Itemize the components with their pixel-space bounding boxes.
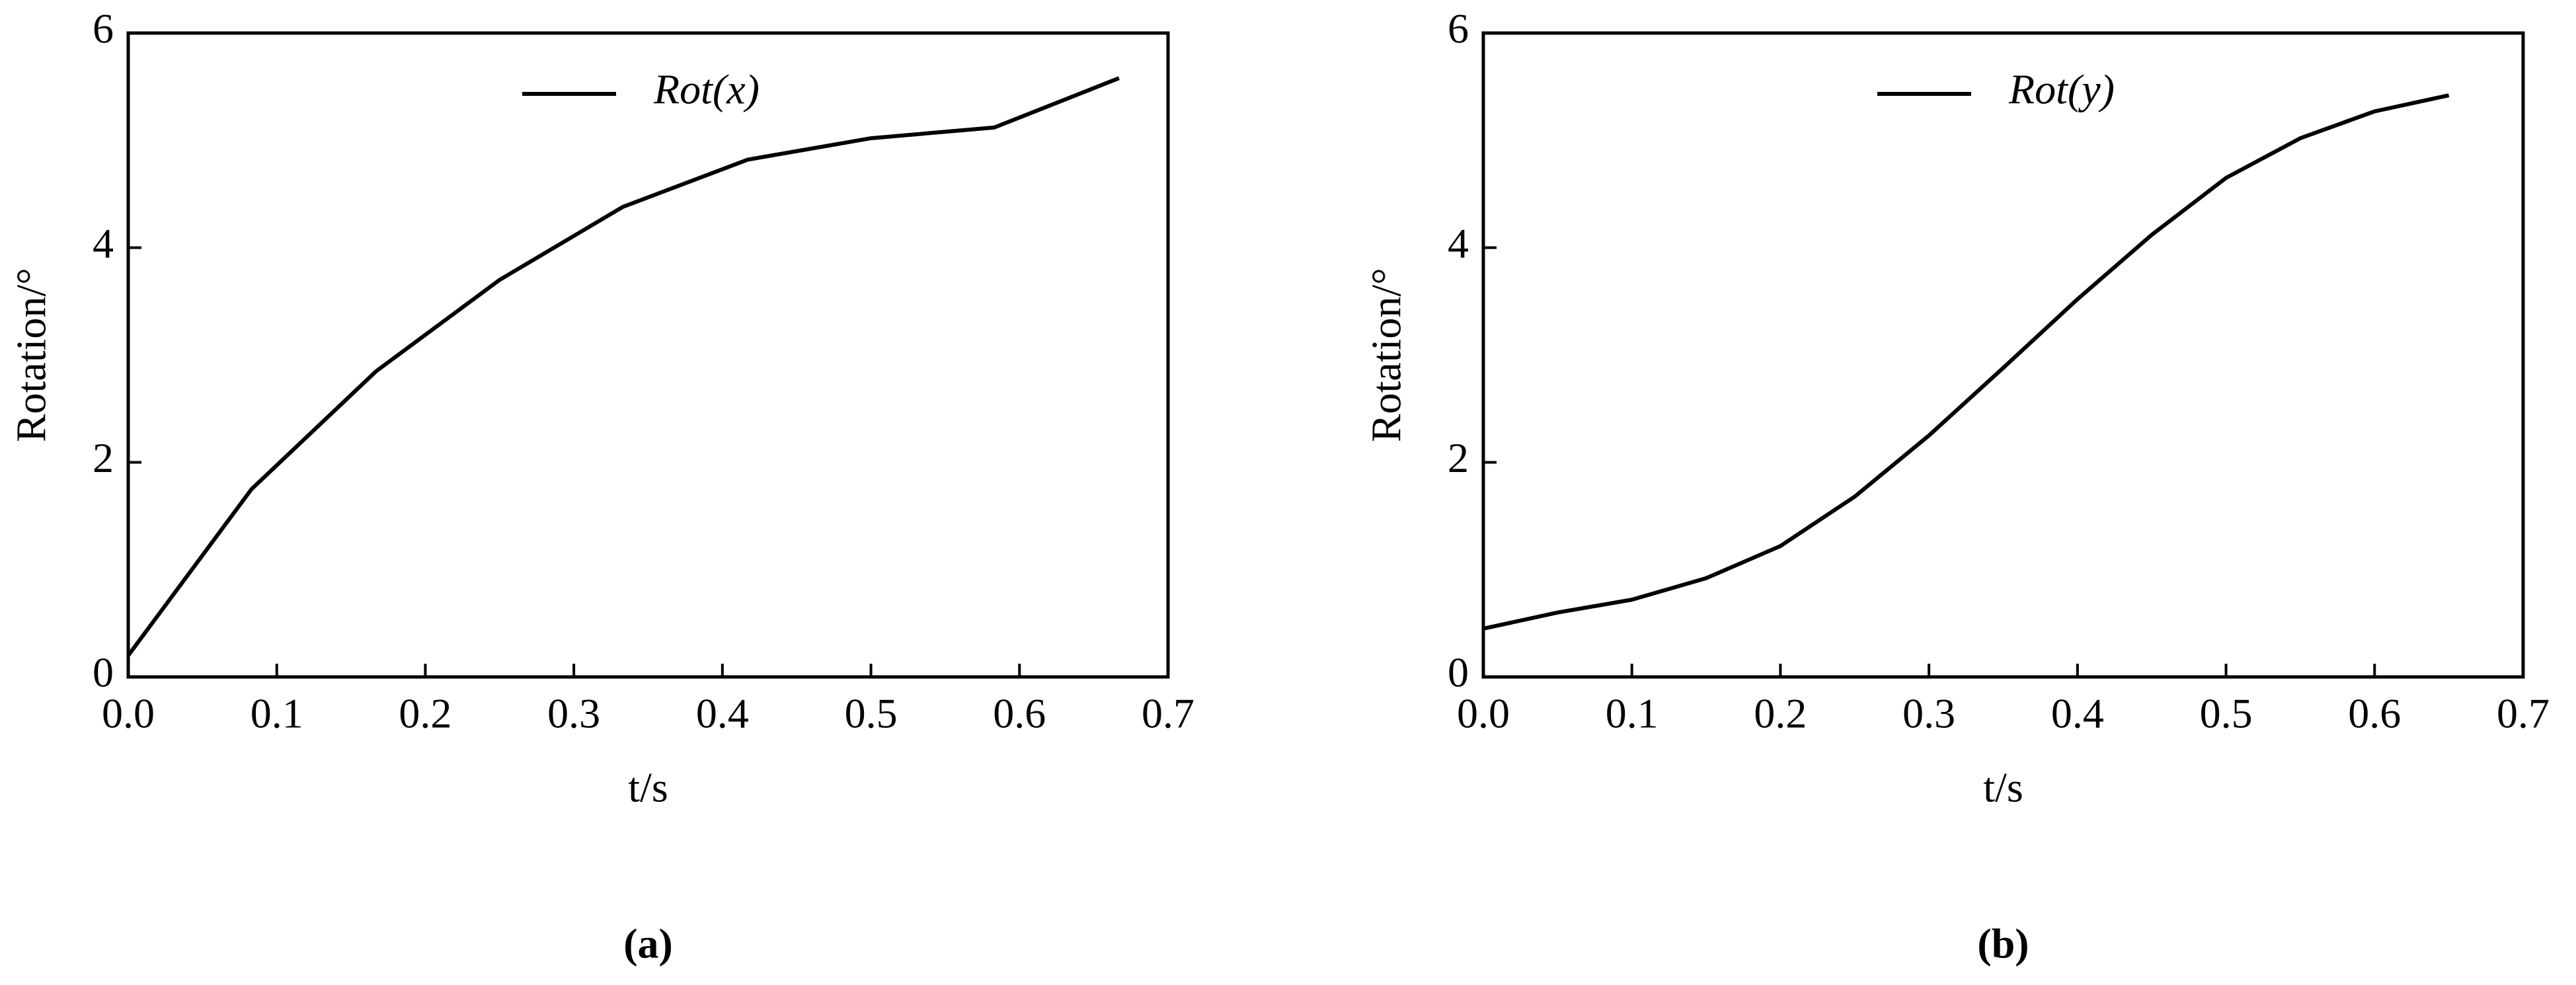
y-tick-label: 2 bbox=[93, 434, 114, 481]
data-line bbox=[1483, 93, 2450, 631]
caption: (b) bbox=[1977, 920, 2029, 967]
y-tick-label: 6 bbox=[93, 5, 114, 52]
y-tick-label: 4 bbox=[1448, 219, 1469, 266]
x-tick-label: 0.3 bbox=[1902, 690, 1955, 737]
x-tick-label: 0.5 bbox=[845, 690, 898, 737]
y-tick-label: 6 bbox=[1448, 5, 1469, 52]
y-tick-label: 0 bbox=[93, 649, 114, 696]
x-tick-label: 0.4 bbox=[2051, 690, 2104, 737]
y-tick-label: 0 bbox=[1448, 649, 1469, 696]
x-tick-label: 0.6 bbox=[2348, 690, 2401, 737]
y-axis-label: Rotation/° bbox=[1363, 268, 1410, 442]
x-tick-label: 0.7 bbox=[1142, 690, 1194, 737]
x-tick-label: 0.7 bbox=[2497, 690, 2550, 737]
x-tick-label: 0.5 bbox=[2200, 690, 2253, 737]
x-tick-label: 0.0 bbox=[1457, 690, 1510, 737]
plot-frame bbox=[1481, 31, 2525, 679]
x-tick-label: 0.4 bbox=[696, 690, 749, 737]
x-tick-label: 0.1 bbox=[1606, 690, 1659, 737]
legend-label: Rot(x) bbox=[653, 66, 760, 113]
x-tick-label: 0.2 bbox=[399, 690, 451, 737]
y-tick-label: 4 bbox=[93, 219, 114, 266]
caption: (a) bbox=[623, 920, 673, 967]
x-tick-label: 0.0 bbox=[102, 690, 155, 737]
x-tick-label: 0.2 bbox=[1754, 690, 1807, 737]
x-tick-label: 0.1 bbox=[251, 690, 303, 737]
x-tick-label: 0.6 bbox=[993, 690, 1046, 737]
x-axis-label: t/s bbox=[628, 764, 668, 811]
legend-label: Rot(y) bbox=[2008, 66, 2115, 113]
y-axis-label: Rotation/° bbox=[8, 268, 55, 442]
data-line bbox=[126, 76, 1120, 657]
y-tick-label: 2 bbox=[1448, 434, 1469, 481]
x-tick-label: 0.3 bbox=[547, 690, 600, 737]
x-axis-label: t/s bbox=[1983, 764, 2023, 811]
plot-frame bbox=[126, 31, 1170, 679]
